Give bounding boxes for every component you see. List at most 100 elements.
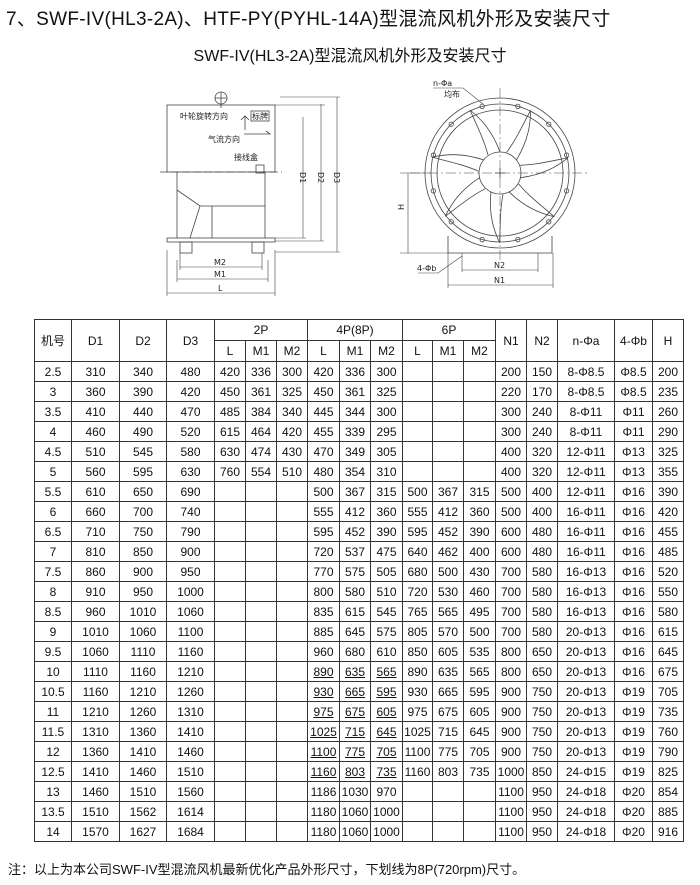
table-row: 4.5 510 545 580 630 474 430 470 349 305 400 320 12-Φ… <box>34 441 684 462</box>
table-cell: 495 <box>463 601 496 622</box>
table-row: 11.5 1310 1360 1410 1025 715 645 1025 715 645 900 7… <box>34 721 684 742</box>
table-cell: 510 <box>276 461 308 482</box>
table-cell: 445 <box>307 401 340 422</box>
bolt-hole-icon <box>479 237 485 243</box>
table-cell: 735 <box>370 761 403 782</box>
table-cell: 1000 <box>495 761 527 782</box>
table-cell: 390 <box>119 381 167 402</box>
table-cell <box>276 501 308 522</box>
table-cell <box>276 721 308 742</box>
m1-label: M1 <box>214 270 226 279</box>
table-cell: 1210 <box>166 661 215 682</box>
table-cell: 505 <box>370 561 403 582</box>
table-cell <box>432 441 464 462</box>
table-cell: 20-Φ13 <box>557 681 615 702</box>
table-cell: 305 <box>370 441 403 462</box>
table-row: 10.5 1160 1210 1260 930 665 595 930 665 595 900 750… <box>34 681 684 702</box>
table-cell <box>432 421 464 442</box>
table-cell: 645 <box>339 621 371 642</box>
table-cell: 360 <box>71 381 120 402</box>
header-h: H <box>652 319 684 362</box>
header-sub-m1: M1 <box>339 340 371 362</box>
foot-left <box>179 241 193 254</box>
table-cell: 650 <box>119 481 167 502</box>
table-cell <box>214 661 246 682</box>
table-cell: 565 <box>432 601 464 622</box>
table-cell: 1684 <box>166 821 215 842</box>
table-cell <box>245 501 277 522</box>
table-cell: Φ16 <box>614 581 653 602</box>
table-cell: 452 <box>339 521 371 542</box>
table-cell: 580 <box>526 621 558 642</box>
table-cell: 1010 <box>119 601 167 622</box>
header-6p: 6P <box>402 319 496 341</box>
table-cell: 615 <box>652 621 684 642</box>
table-cell: 1460 <box>166 741 215 762</box>
table-cell: 344 <box>339 401 371 422</box>
table-cell: 555 <box>307 501 340 522</box>
table-cell: 665 <box>432 681 464 702</box>
blade <box>444 177 486 217</box>
table-cell <box>276 761 308 782</box>
table-cell: 170 <box>526 381 558 402</box>
table-cell <box>214 821 246 842</box>
table-cell: Φ13 <box>614 461 653 482</box>
table-cell: 605 <box>370 701 403 722</box>
table-cell: 1100 <box>402 741 433 762</box>
table-row: 5.5 610 650 690 500 367 315 500 367 315 500 400 12-Φ… <box>34 481 684 502</box>
table-cell: 1160 <box>166 641 215 662</box>
header-sub-l: L <box>402 340 433 362</box>
table-cell: 750 <box>526 701 558 722</box>
table-cell: 340 <box>276 401 308 422</box>
header-d2: D2 <box>119 319 167 362</box>
table-cell: 14 <box>34 821 72 842</box>
table-cell: 367 <box>432 481 464 502</box>
table-cell: 930 <box>402 681 433 702</box>
table-cell: 1160 <box>71 681 120 702</box>
header-sub-l: L <box>307 340 340 362</box>
table-cell: 650 <box>526 641 558 662</box>
blade <box>489 191 504 243</box>
table-cell: 4 <box>34 421 72 442</box>
table-row: 9 1010 1060 1100 885 645 575 805 570 500 700 580 20-… <box>34 621 684 642</box>
table-cell: 339 <box>339 421 371 442</box>
table-cell <box>432 401 464 422</box>
table-cell: 580 <box>526 561 558 582</box>
table-cell: 12 <box>34 741 72 762</box>
table-cell: 790 <box>652 741 684 762</box>
table-cell: 320 <box>526 461 558 482</box>
table-cell: 1060 <box>166 601 215 622</box>
table-cell: 361 <box>339 381 371 402</box>
table-cell: 420 <box>214 361 246 382</box>
table-cell: 900 <box>495 741 527 762</box>
table-cell: 12-Φ11 <box>557 461 615 482</box>
table-row: 4 460 490 520 615 464 420 455 339 295 300 240 8-Φ11 Φ… <box>34 421 684 442</box>
table-cell: 11 <box>34 701 72 722</box>
table-cell: 6.5 <box>34 521 72 542</box>
table-cell: 595 <box>370 681 403 702</box>
l-label: L <box>218 284 223 293</box>
table-cell: 1160 <box>307 761 340 782</box>
table-cell: 700 <box>119 501 167 522</box>
blade <box>469 109 501 156</box>
table-cell: 765 <box>402 601 433 622</box>
d3-label: D3 <box>332 172 341 183</box>
table-cell: 355 <box>652 461 684 482</box>
table-cell <box>463 781 496 802</box>
table-row: 12 1360 1410 1460 1100 775 705 1100 775 705 900 750… <box>34 741 684 762</box>
table-cell: 310 <box>370 461 403 482</box>
table-cell <box>214 641 246 662</box>
table-cell <box>245 581 277 602</box>
table-row: 3.5 410 440 470 485 384 340 445 344 300 300 240 8-Φ1… <box>34 401 684 422</box>
table-row: 7 810 850 900 720 537 475 640 462 400 600 480 16-Φ11… <box>34 541 684 562</box>
table-row: 6 660 700 740 555 412 360 555 412 360 500 400 16-Φ11… <box>34 501 684 522</box>
table-cell: 500 <box>432 561 464 582</box>
table-cell: 950 <box>526 781 558 802</box>
table-cell: 16-Φ13 <box>557 581 615 602</box>
m2-label: M2 <box>214 258 226 267</box>
table-cell: 400 <box>526 501 558 522</box>
bolt-hole-icon <box>515 237 521 243</box>
table-cell: 610 <box>71 481 120 502</box>
table-cell: 1460 <box>71 781 120 802</box>
